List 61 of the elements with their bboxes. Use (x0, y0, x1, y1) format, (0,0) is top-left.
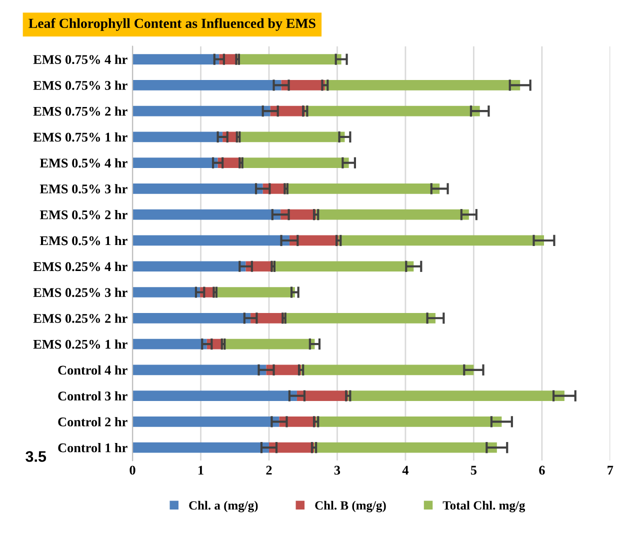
bar (348, 390, 564, 401)
bar (314, 442, 497, 453)
bar (273, 261, 414, 272)
x-tick-label: 5 (470, 466, 477, 475)
x-tick-label: 1 (198, 466, 204, 475)
y-tick-label: Control 2 hr (58, 417, 128, 426)
y-tick-label: EMS 0.5% 2 hr (40, 210, 128, 220)
x-tick-label: 2 (266, 466, 272, 475)
legend-label: Total Chl. mg/g (442, 500, 526, 512)
legend-label: Chl. B (mg/g) (315, 500, 386, 512)
bar (132, 261, 246, 272)
bar (132, 54, 220, 64)
bar (132, 209, 281, 220)
text: 3.5 (26, 451, 46, 462)
bar (316, 416, 502, 427)
y-tick-label: EMS 0.5% 3 hr (40, 184, 128, 194)
bar (338, 235, 544, 246)
bar (215, 287, 295, 298)
y-tick-label: EMS 0.75% 3 hr (33, 80, 128, 90)
bar (223, 338, 315, 350)
bar (286, 184, 440, 194)
bar (301, 364, 474, 376)
bar (238, 132, 345, 142)
y-tick-label: Control 4 hr (58, 365, 128, 375)
bar (132, 132, 223, 142)
y-tick-label: EMS 0.5% 1 hr (40, 236, 128, 246)
y-tick-label: EMS 0.25% 3 hr (33, 288, 128, 298)
bar (132, 364, 266, 376)
bar (132, 184, 263, 194)
y-tick-label: EMS 0.75% 2 hr (33, 106, 128, 116)
bar (284, 312, 436, 324)
x-tick-label: 7 (608, 466, 614, 475)
bar (132, 287, 200, 298)
x-tick-label: 0 (130, 466, 136, 475)
bar (132, 390, 297, 401)
bar (305, 106, 480, 116)
bar (238, 54, 342, 64)
bar (132, 106, 270, 116)
y-tick-label: Control 1 hr (58, 443, 128, 452)
bar (316, 209, 469, 220)
bar (132, 235, 290, 246)
x-tick-label: 4 (402, 466, 409, 475)
y-tick-label: EMS 0.25% 1 hr (33, 339, 128, 349)
y-tick-label: EMS 0.25% 2 hr (33, 314, 128, 323)
bar (132, 442, 269, 453)
bar (132, 158, 218, 168)
bar (132, 80, 282, 90)
y-tick-label: EMS 0.5% 4 hr (40, 158, 128, 168)
y-tick-label: EMS 0.75% 1 hr (33, 132, 128, 142)
chart-title: Leaf Chlorophyll Content as Influenced by EMS (28, 18, 316, 31)
x-tick-label: 3 (334, 466, 340, 475)
bar (132, 312, 251, 324)
bar (241, 158, 349, 168)
y-tick-label: Control 3 hr (58, 391, 128, 401)
bar (132, 416, 280, 427)
x-tick-label: 6 (539, 466, 545, 475)
bar (132, 338, 207, 350)
y-tick-label: EMS 0.75% 4 hr (33, 54, 128, 64)
legend-label: Chl. a (mg/g) (189, 500, 258, 512)
bar (324, 80, 520, 90)
y-tick-label: EMS 0.25% 4 hr (33, 262, 128, 272)
